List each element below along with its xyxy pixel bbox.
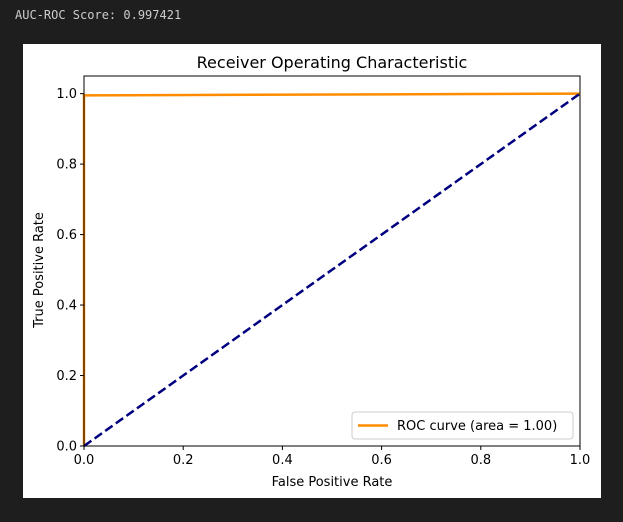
y-tick-label: 0.4 bbox=[56, 299, 77, 314]
y-tick-label: 0.0 bbox=[56, 440, 77, 455]
x-tick-label: 0.0 bbox=[74, 453, 95, 468]
x-tick-label: 0.2 bbox=[173, 453, 194, 468]
roc-chart: Receiver Operating Characteristic False … bbox=[32, 53, 590, 490]
x-tick-label: 0.8 bbox=[470, 453, 491, 468]
plot-area bbox=[82, 92, 581, 448]
console-output: AUC-ROC Score: 0.997421 bbox=[15, 8, 182, 22]
legend: ROC curve (area = 1.00) bbox=[351, 411, 574, 440]
plot-frame bbox=[83, 75, 581, 447]
y-axis-label: True Positive Rate bbox=[32, 212, 47, 329]
chart-title: Receiver Operating Characteristic bbox=[197, 53, 468, 72]
x-tick-label: 0.4 bbox=[272, 453, 293, 468]
roc-figure: Receiver Operating Characteristic False … bbox=[23, 44, 601, 498]
chance-diagonal-line bbox=[83, 92, 581, 448]
legend-box bbox=[351, 411, 574, 440]
legend-label-roc: ROC curve (area = 1.00) bbox=[397, 419, 557, 434]
y-tick-label: 0.2 bbox=[56, 369, 77, 384]
axis-ticks: 0.0 0.2 0.4 0.6 0.8 1.0 0.0 0.2 0.4 0.6 0.8 1.0 bbox=[56, 87, 590, 468]
x-axis-label: False Positive Rate bbox=[272, 475, 393, 490]
x-tick-label: 1.0 bbox=[570, 453, 591, 468]
y-tick-label: 1.0 bbox=[56, 87, 77, 102]
y-tick-label: 0.8 bbox=[56, 158, 77, 173]
x-tick-label: 0.6 bbox=[371, 453, 392, 468]
y-tick-label: 0.6 bbox=[56, 228, 77, 243]
